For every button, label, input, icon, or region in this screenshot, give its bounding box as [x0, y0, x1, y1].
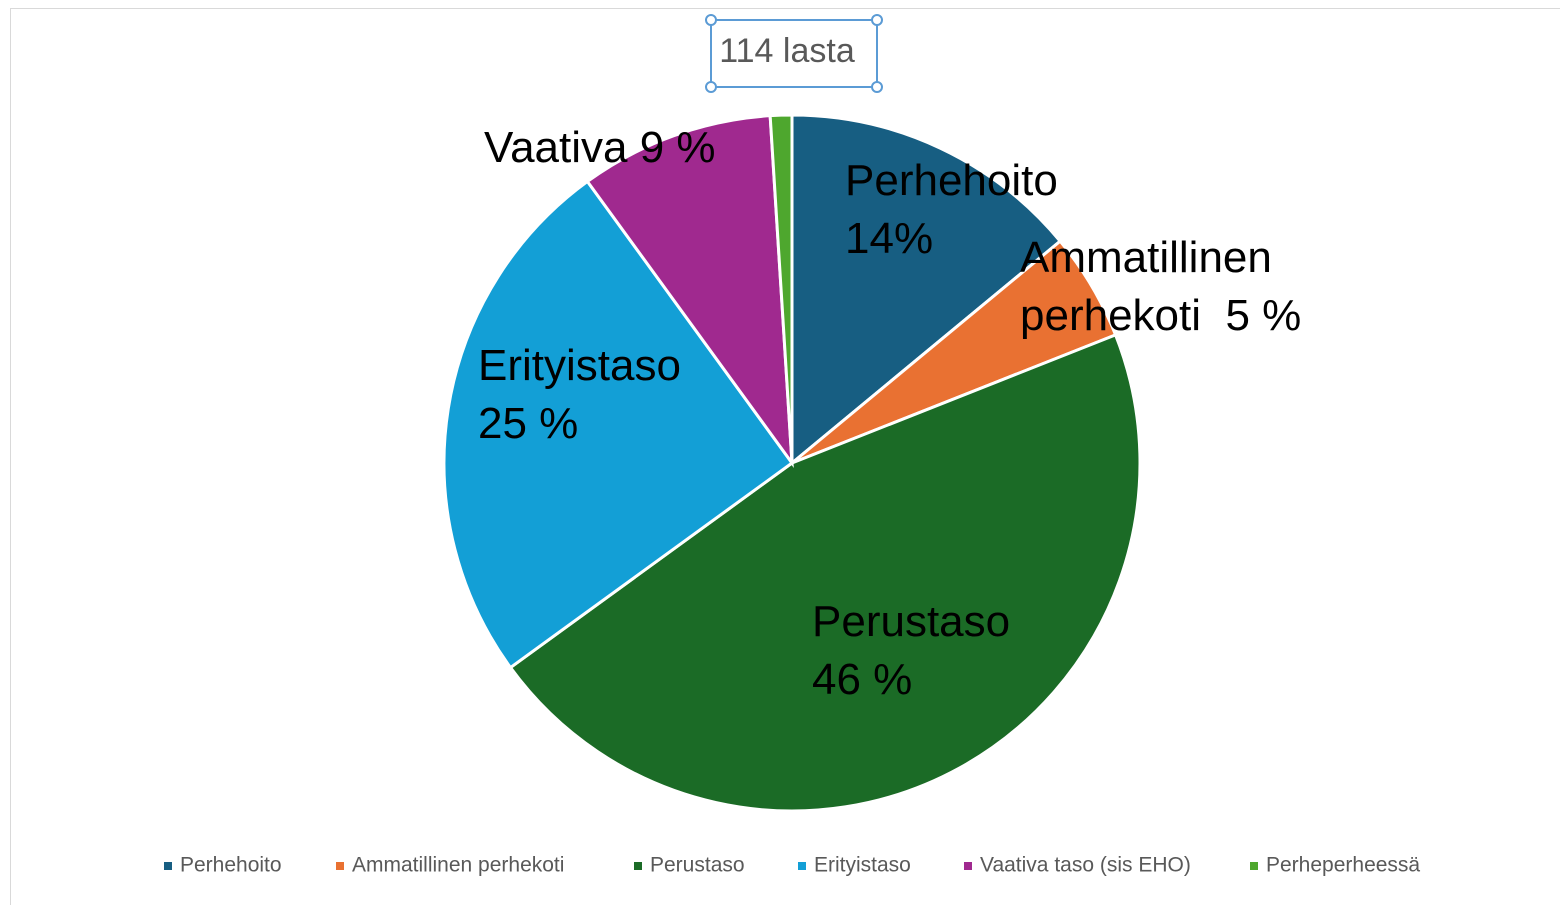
legend-swatch	[964, 862, 972, 870]
data-label: perhekoti 5 %	[1020, 291, 1301, 340]
data-label: 14%	[845, 214, 933, 263]
data-label: Erityistaso	[478, 341, 681, 390]
chart-title: 114 lasta	[719, 32, 855, 70]
pie-slice	[508, 332, 1142, 813]
data-label: 46 %	[812, 655, 912, 704]
data-label: Ammatillinen	[1020, 233, 1272, 282]
data-label: Vaativa 9 %	[484, 123, 716, 172]
legend-swatch	[634, 862, 642, 870]
pie-slice	[768, 113, 794, 464]
legend-swatch	[336, 862, 344, 870]
legend-swatch	[798, 862, 806, 870]
data-label: 25 %	[478, 399, 578, 448]
legend-label: Perhehoito	[180, 854, 282, 877]
legend-swatch	[164, 862, 172, 870]
legend-label: Erityistaso	[814, 854, 911, 877]
legend-swatch	[1250, 862, 1258, 870]
pie-slice	[442, 179, 795, 670]
selection-handles	[705, 14, 883, 93]
pie-slice	[790, 113, 1063, 467]
legend-label: Perustaso	[650, 854, 745, 877]
data-label: Perustaso	[812, 597, 1010, 646]
data-label: Perhehoito	[845, 156, 1058, 205]
pie-slice	[585, 114, 794, 469]
title-box[interactable]	[710, 19, 878, 88]
legend-label: Ammatillinen perhekoti	[352, 854, 564, 877]
legend-label: Perheperheessä	[1266, 854, 1420, 877]
legend-label: Vaativa taso (sis EHO)	[980, 854, 1191, 877]
